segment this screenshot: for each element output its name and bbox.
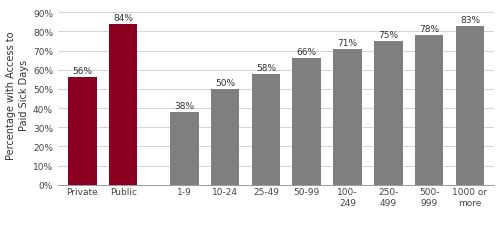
Text: 75%: 75% [378,31,398,40]
Bar [334,49,362,185]
Bar [68,78,96,185]
Text: 71%: 71% [338,39,357,48]
Bar [415,36,444,185]
Text: 66%: 66% [296,48,317,57]
Text: 78%: 78% [419,25,439,34]
Bar [456,27,484,185]
Bar [109,25,138,185]
Text: 58%: 58% [256,63,276,72]
Text: 56%: 56% [72,67,92,76]
Text: 83%: 83% [460,16,480,25]
Text: 50%: 50% [215,79,235,88]
Bar [374,42,402,185]
Y-axis label: Percentage with Access to
Paid Sick Days: Percentage with Access to Paid Sick Days [6,31,29,159]
Bar [252,74,280,185]
Bar [170,112,198,185]
Text: 84%: 84% [113,14,133,23]
Bar [292,59,321,185]
Text: 38%: 38% [174,101,195,110]
Bar [211,89,240,185]
